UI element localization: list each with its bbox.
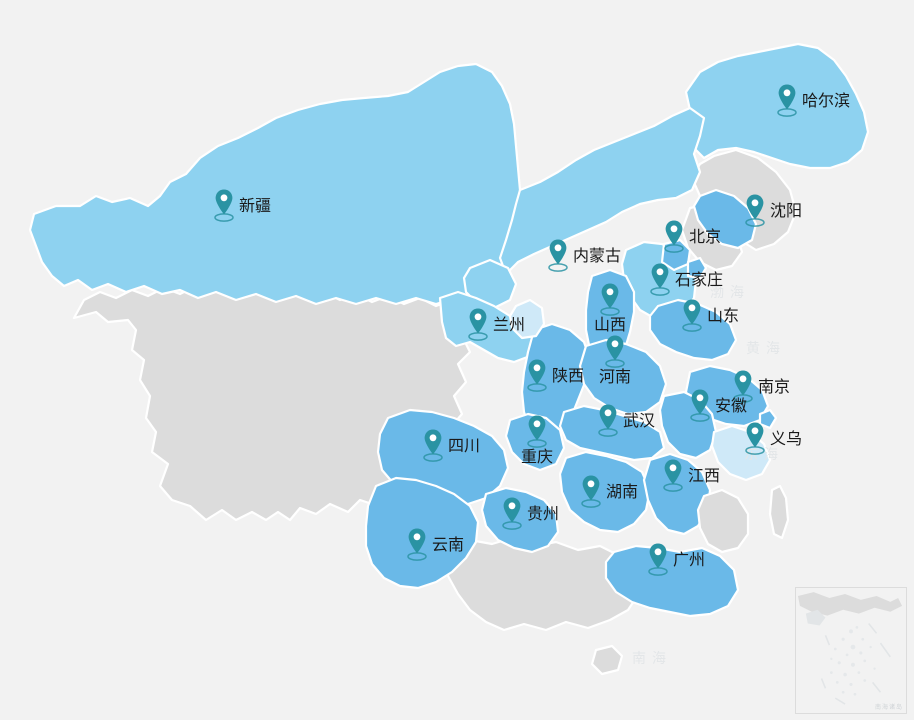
- location-pin-icon[interactable]: [547, 238, 569, 272]
- map-marker-xinjiang[interactable]: 新疆: [213, 188, 271, 222]
- map-marker-label: 新疆: [239, 196, 272, 215]
- province-hainan: [590, 644, 624, 676]
- province-fujian: [696, 488, 750, 554]
- map-marker-label: 沈阳: [770, 201, 803, 220]
- province-henan: [578, 338, 668, 416]
- location-pin-icon[interactable]: [744, 421, 766, 455]
- map-marker-beijing[interactable]: 北京: [663, 219, 721, 253]
- map-marker-label: 兰州: [493, 315, 526, 334]
- map-marker-label: 山西: [593, 315, 627, 334]
- location-pin-icon[interactable]: [662, 458, 684, 492]
- location-pin-icon[interactable]: [597, 403, 619, 437]
- donghai-sea-label: 东海: [744, 447, 784, 463]
- map-marker-label: 陕西: [552, 366, 585, 385]
- location-pin-icon[interactable]: [599, 282, 621, 316]
- location-pin-icon[interactable]: [647, 542, 669, 576]
- map-marker-henan[interactable]: 河南: [599, 334, 647, 385]
- map-marker-hunan[interactable]: 湖南: [580, 474, 638, 508]
- map-marker-label: 江西: [688, 466, 721, 485]
- province-liaoning: [692, 188, 758, 250]
- location-pin-icon[interactable]: [213, 188, 235, 222]
- map-marker-label: 南京: [758, 377, 791, 396]
- location-pin-icon[interactable]: [649, 262, 671, 296]
- province-hunan: [558, 450, 652, 534]
- province-ningxia: [508, 298, 546, 340]
- province-jiangxi: [642, 452, 712, 536]
- map-marker-label: 安徽: [715, 396, 748, 415]
- map-marker-anhui[interactable]: 安徽: [689, 388, 747, 422]
- map-marker-jiangxi[interactable]: 江西: [662, 458, 720, 492]
- map-marker-label: 义乌: [770, 429, 803, 448]
- map-marker-nanjing[interactable]: 南京: [732, 369, 790, 403]
- map-marker-guangzhou[interactable]: 广州: [647, 542, 705, 576]
- map-marker-wuhan[interactable]: 武汉: [597, 403, 655, 437]
- map-marker-shenyang[interactable]: 沈阳: [744, 193, 802, 227]
- location-pin-icon[interactable]: [501, 496, 523, 530]
- province-tianjin: [686, 256, 708, 280]
- map-marker-yunnan[interactable]: 云南: [406, 527, 464, 561]
- huanghai-sea-label: 黄海: [746, 341, 786, 357]
- map-marker-label: 哈尔滨: [802, 91, 851, 110]
- map-marker-guizhou[interactable]: 贵州: [501, 496, 559, 530]
- province-heilongjiang: [684, 42, 870, 170]
- province-jilin: [690, 148, 798, 252]
- province-taiwan: [768, 484, 790, 540]
- location-pin-icon[interactable]: [776, 83, 798, 117]
- location-pin-icon[interactable]: [580, 474, 602, 508]
- map-marker-lanzhou[interactable]: 兰州: [467, 307, 525, 341]
- location-pin-icon[interactable]: [526, 358, 548, 392]
- inset-islands-svg: [797, 592, 903, 705]
- province-guangdong: [604, 544, 740, 618]
- province-shapes: [28, 42, 870, 676]
- map-marker-label: 湖南: [606, 482, 639, 501]
- inset-label: 南海诸岛: [874, 704, 903, 711]
- map-marker-label: 石家庄: [675, 270, 724, 289]
- map-marker-label: 河南: [598, 367, 632, 386]
- map-marker-shandong[interactable]: 山东: [681, 298, 739, 332]
- map-marker-label: 内蒙古: [573, 246, 622, 265]
- map-marker-label: 广州: [673, 550, 706, 569]
- map-marker-label: 重庆: [520, 447, 554, 466]
- province-xinjiang: [28, 62, 526, 306]
- province-shanghai: [758, 408, 778, 430]
- nanhai-sea-label: 南海: [632, 651, 672, 667]
- map-marker-label: 山东: [707, 306, 740, 325]
- province-inner-mongolia-west: [462, 258, 518, 310]
- map-marker-label: 北京: [689, 227, 722, 246]
- map-marker-neimenggu[interactable]: 内蒙古: [547, 238, 621, 272]
- map-marker-label: 四川: [448, 436, 481, 455]
- location-pin-icon[interactable]: [604, 334, 626, 368]
- location-pin-icon[interactable]: [732, 369, 754, 403]
- map-marker-shaanxi[interactable]: 陕西: [526, 358, 584, 392]
- map-marker-sichuan[interactable]: 四川: [422, 428, 480, 462]
- map-marker-shanxi[interactable]: 山西: [594, 282, 642, 333]
- map-marker-haerbin[interactable]: 哈尔滨: [776, 83, 850, 117]
- location-pin-icon[interactable]: [526, 414, 548, 448]
- location-pin-icon[interactable]: [663, 219, 685, 253]
- location-pin-icon[interactable]: [467, 307, 489, 341]
- map-marker-label: 武汉: [623, 411, 656, 430]
- location-pin-icon[interactable]: [681, 298, 703, 332]
- location-pin-icon[interactable]: [744, 193, 766, 227]
- map-marker-chongqing[interactable]: 重庆: [521, 414, 569, 465]
- location-pin-icon[interactable]: [406, 527, 428, 561]
- location-pin-icon[interactable]: [422, 428, 444, 462]
- province-guizhou: [480, 486, 560, 554]
- south-china-sea-inset[interactable]: 南海诸岛: [795, 587, 907, 714]
- map-marker-label: 云南: [432, 535, 465, 554]
- bohai-sea-label: 渤海: [710, 285, 750, 301]
- province-gansu: [438, 290, 538, 364]
- map-marker-shijiazhuang[interactable]: 石家庄: [649, 262, 723, 296]
- map-marker-label: 贵州: [527, 504, 560, 523]
- location-pin-icon[interactable]: [689, 388, 711, 422]
- map-marker-yiwu[interactable]: 义乌: [744, 421, 802, 455]
- province-shandong: [648, 298, 738, 362]
